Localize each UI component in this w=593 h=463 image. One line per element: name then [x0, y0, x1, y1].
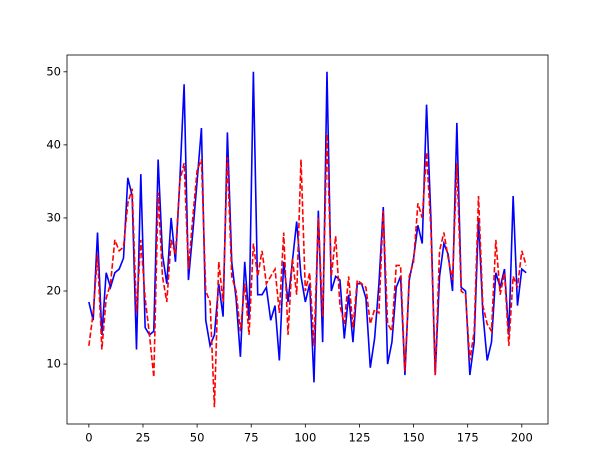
y-tick-label: 50 — [46, 64, 61, 78]
x-tick-label: 175 — [457, 431, 479, 445]
y-tick-label: 40 — [46, 137, 61, 151]
x-tick-label: 25 — [136, 431, 151, 445]
x-tick-label: 100 — [294, 431, 316, 445]
x-tick-label: 0 — [85, 431, 92, 445]
series-line — [88, 133, 527, 408]
x-tick-label: 200 — [511, 431, 533, 445]
plot-frame — [66, 54, 549, 425]
x-tick-label: 50 — [190, 431, 205, 445]
y-tick-label: 10 — [46, 357, 61, 371]
y-tick-label: 20 — [46, 284, 61, 298]
x-tick-label: 150 — [403, 431, 425, 445]
x-tick-label: 75 — [244, 431, 259, 445]
y-tick-label: 30 — [46, 210, 61, 224]
x-tick-label: 125 — [348, 431, 370, 445]
